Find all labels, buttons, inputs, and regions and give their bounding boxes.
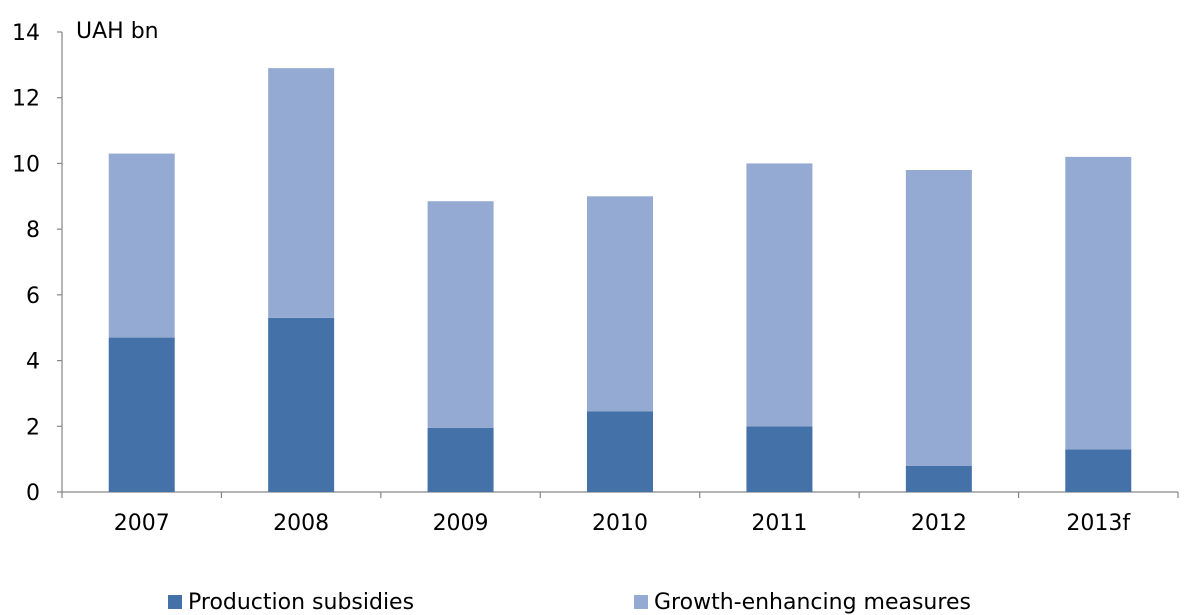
bar-growth-enhancing-measures (1065, 156, 1132, 450)
bar-production-subsidies (587, 411, 653, 492)
stacked-bar-chart: 0 2 4 6 8 10 12 14 2007 2008 2009 2010 2011 2012 2013… (12, 19, 1179, 536)
legend-item-production-subsidies: Production subsidies (168, 589, 415, 615)
x-axis: 2007 2008 2009 2010 2011 2012 2013f (61, 491, 1179, 536)
y-tick-label: 2 (26, 415, 40, 440)
y-tick-label: 8 (26, 218, 40, 243)
legend-label-growth-enhancing-measures: Growth-enhancing measures (654, 589, 971, 615)
bar-growth-enhancing-measures (108, 153, 175, 338)
y-tick-label: 14 (12, 21, 40, 46)
x-tick-label: 2011 (751, 511, 807, 536)
bar-production-subsidies (427, 427, 494, 492)
y-tick-label: 0 (26, 481, 40, 506)
bar-production-subsidies (268, 317, 335, 492)
bar-production-subsidies (746, 426, 813, 492)
bar-growth-enhancing-measures (427, 201, 494, 428)
legend-swatch-production-subsidies (168, 595, 182, 609)
legend-swatch-growth-enhancing-measures (634, 595, 648, 609)
x-tick-label: 2007 (114, 511, 170, 536)
legend-label-production-subsidies: Production subsidies (188, 589, 415, 615)
bar-production-subsidies (108, 337, 175, 492)
x-tick-label: 2010 (592, 511, 648, 536)
bar-growth-enhancing-measures (746, 163, 813, 427)
bar-production-subsidies (905, 465, 972, 492)
bar-growth-enhancing-measures (905, 170, 972, 466)
bars (108, 68, 1132, 492)
x-tick-label: 2008 (273, 511, 329, 536)
x-tick-label: 2013f (1066, 511, 1131, 536)
y-axis: 0 2 4 6 8 10 12 14 (12, 21, 63, 506)
y-tick-label: 6 (26, 284, 40, 309)
y-tick-label: 4 (26, 350, 40, 375)
legend-item-growth-enhancing-measures: Growth-enhancing measures (634, 589, 971, 615)
y-unit-label: UAH bn (76, 19, 159, 44)
x-tick-label: 2012 (911, 511, 967, 536)
bar-production-subsidies (1065, 449, 1132, 492)
bar-growth-enhancing-measures (268, 68, 335, 318)
y-tick-label: 12 (12, 87, 40, 112)
bar-growth-enhancing-measures (587, 196, 653, 412)
x-tick-label: 2009 (433, 511, 489, 536)
y-tick-label: 10 (12, 152, 40, 177)
